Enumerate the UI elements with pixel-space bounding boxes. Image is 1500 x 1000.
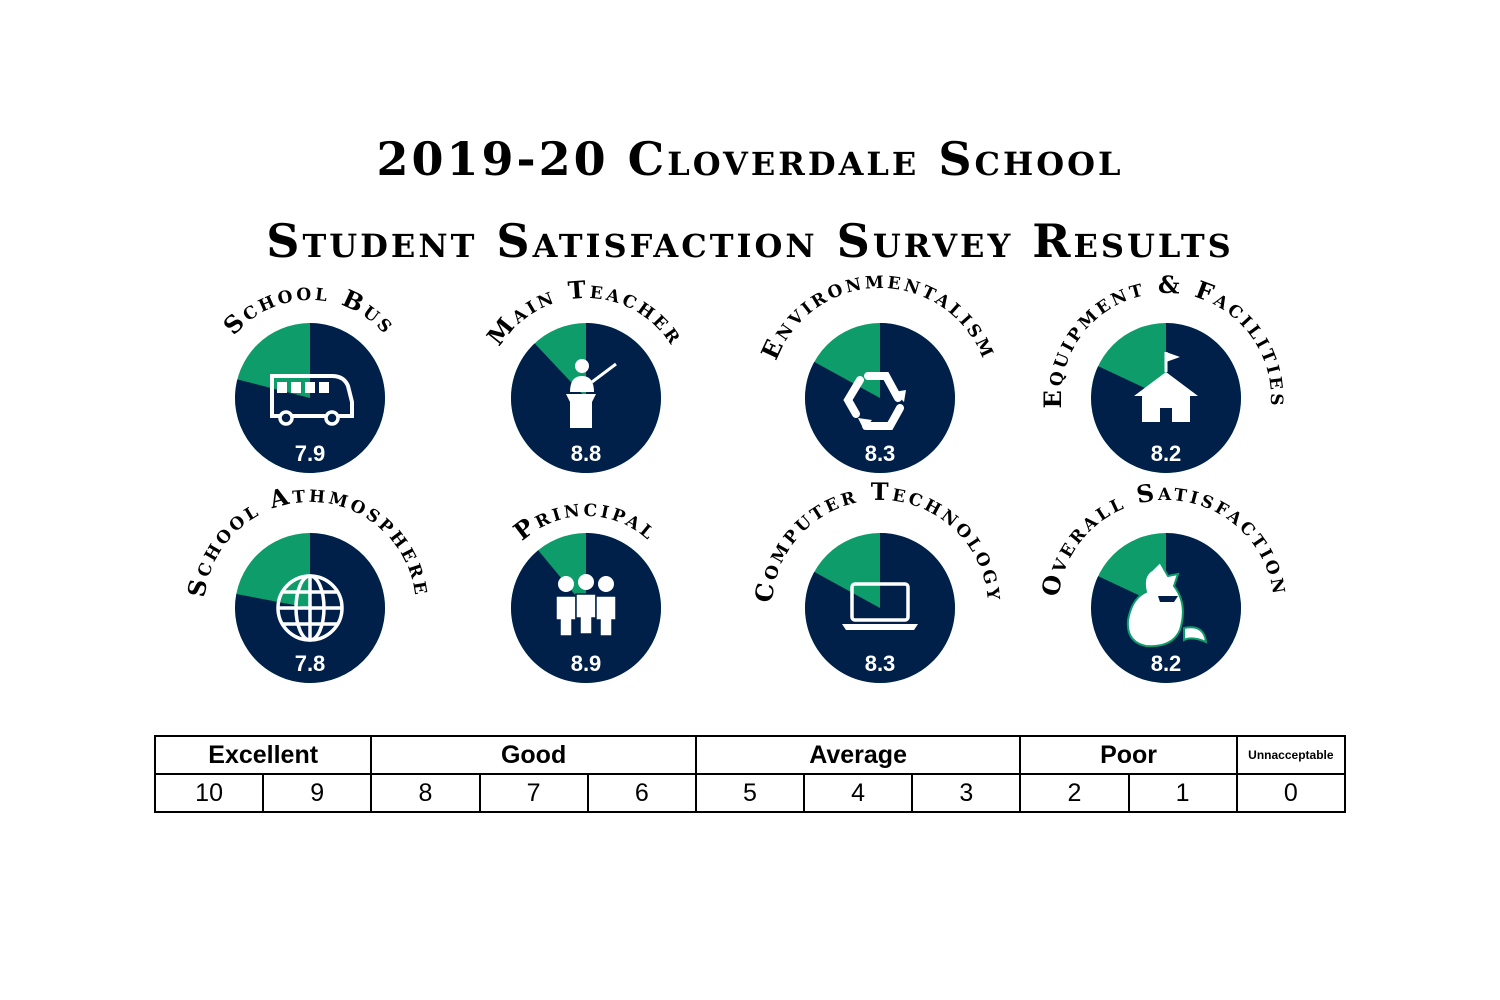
scale-value-row: 10 9 8 7 6 5 4 3 2 1 0 (153, 773, 1347, 813)
pie-value-label: 8.9 (571, 651, 602, 676)
teacher-podium-icon (566, 359, 617, 428)
scale-category-average: Average (694, 735, 1022, 775)
coyote-mascot-icon (1126, 560, 1208, 648)
scale-category-row: Excellent Good Average Poor Unnacceptabl… (153, 735, 1347, 775)
pie-slice-score (805, 323, 955, 473)
laptop-icon (842, 582, 918, 630)
scale-value: 4 (803, 773, 914, 813)
people-group-icon (555, 574, 617, 637)
pie-value-label: 8.3 (865, 651, 896, 676)
scale-value: 2 (1019, 773, 1130, 813)
scale-category-excellent: Excellent (153, 735, 373, 775)
scale-value: 5 (694, 773, 806, 813)
scale-value: 9 (262, 773, 373, 813)
pie-value-label: 7.8 (295, 651, 326, 676)
scale-value: 6 (586, 773, 697, 813)
scale-category-unacceptable: Unnacceptable (1235, 735, 1347, 775)
scale-category-good: Good (370, 735, 697, 775)
school-bus-icon (270, 374, 354, 426)
scale-value: 0 (1235, 773, 1347, 813)
pie-slice-score (235, 323, 386, 474)
recycle-icon (843, 372, 906, 430)
pie-value-label: 7.9 (295, 441, 326, 466)
pie-value-label: 8.2 (1151, 651, 1182, 676)
pie-value-label: 8.3 (865, 441, 896, 466)
title-line-2: Student Satisfaction Survey Results (266, 214, 1234, 268)
globe-icon (276, 574, 344, 642)
page-title: 2019-20 Cloverdale School Student Satisf… (0, 118, 1500, 282)
scale-value: 1 (1127, 773, 1238, 813)
scale-value: 8 (370, 773, 481, 813)
title-line-1: 2019-20 Cloverdale School (376, 132, 1124, 186)
scale-category-poor: Poor (1019, 735, 1238, 775)
school-house-icon (1134, 352, 1198, 422)
pie-slice-score (805, 533, 955, 683)
scale-value: 3 (911, 773, 1022, 813)
pie-value-label: 8.2 (1151, 441, 1182, 466)
pie-value-label: 8.8 (571, 441, 602, 466)
scale-value: 7 (478, 773, 589, 813)
rating-scale-table: Excellent Good Average Poor Unnacceptabl… (153, 735, 1347, 813)
scale-value: 10 (153, 773, 265, 813)
